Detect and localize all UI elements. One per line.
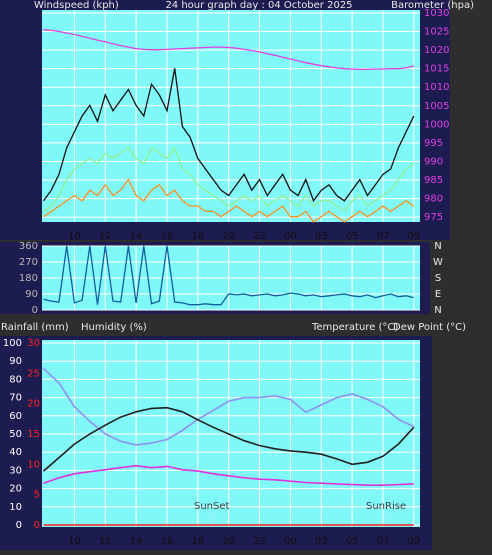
y-axis-label: Windspeed (kph) <box>34 0 119 11</box>
x-tick-label: 14 <box>130 231 143 242</box>
y-tick-label: 20 <box>9 484 22 495</box>
x-tick-label: 20 <box>222 536 235 547</box>
y2-tick-label: 10 <box>27 459 40 470</box>
direction-label: N <box>434 305 441 316</box>
y-tick-label: 60 <box>9 411 22 422</box>
x-tick-label: 14 <box>130 536 143 547</box>
series-line <box>42 68 415 203</box>
y2-axis-label: Barometer (hpa) <box>391 0 474 11</box>
x-tick-label: 18 <box>191 536 204 547</box>
y2-tick-label: 1010 <box>424 82 449 93</box>
y2-tick-label: 975 <box>424 212 443 223</box>
direction-label: W <box>433 257 443 268</box>
direction-label: S <box>435 273 441 284</box>
y2-tick-label: 1025 <box>424 27 449 38</box>
direction-label: N <box>434 241 441 252</box>
y-tick-label: 80 <box>9 374 22 385</box>
annotation: SunRise <box>366 501 406 512</box>
series-line <box>43 245 414 306</box>
series-line <box>43 29 414 71</box>
x-tick-label: 16 <box>161 536 174 547</box>
x-tick-label: 07 <box>377 536 390 547</box>
series-line <box>43 464 414 486</box>
dewpoint-label: Dew Point (°C) <box>393 322 466 333</box>
x-tick-label: 16 <box>161 231 174 242</box>
x-tick-label: 22 <box>253 231 266 242</box>
series-line <box>42 406 415 472</box>
y-tick-label: 360 <box>19 241 38 252</box>
x-tick-label: 05 <box>346 536 359 547</box>
y-tick-label: 30 <box>9 465 22 476</box>
y-tick-label: 0 <box>16 520 22 531</box>
y-tick-label: 270 <box>19 257 38 268</box>
y2-tick-label: 1030 <box>424 8 449 19</box>
y-tick-label: 90 <box>25 289 38 300</box>
y-tick-label: 70 <box>9 393 22 404</box>
y2-tick-label: 1020 <box>424 45 449 56</box>
x-tick-label: 09 <box>407 231 420 242</box>
y2-tick-label: 990 <box>424 156 443 167</box>
series-line <box>42 367 415 446</box>
y2-tick-label: 985 <box>424 175 443 186</box>
temperature-label: Temperature (°C) <box>311 322 398 333</box>
y2-tick-label: 5 <box>34 490 40 501</box>
y-tick-label: 0 <box>32 305 38 316</box>
annotation: SunSet <box>194 501 230 512</box>
y-tick-label: 100 <box>3 338 22 349</box>
y2-tick-label: 980 <box>424 194 443 205</box>
x-tick-label: 00 <box>284 231 297 242</box>
y-tick-label: 90 <box>9 356 22 367</box>
x-tick-label: 09 <box>407 536 420 547</box>
y2-tick-label: 30 <box>27 338 40 349</box>
y2-tick-label: 1000 <box>424 119 449 130</box>
direction-label: E <box>435 289 441 300</box>
y2-tick-label: 15 <box>27 429 40 440</box>
y2-tick-label: 20 <box>27 399 40 410</box>
y2-tick-label: 1005 <box>424 101 449 112</box>
y-tick-label: 180 <box>19 273 38 284</box>
x-tick-label: 12 <box>99 231 112 242</box>
y-tick-label: 50 <box>9 429 22 440</box>
y2-tick-label: 0 <box>34 520 40 531</box>
x-tick-label: 22 <box>253 536 266 547</box>
y2-tick-label: 1015 <box>424 64 449 75</box>
x-tick-label: 03 <box>315 231 328 242</box>
series-line <box>43 178 415 223</box>
y-tick-label: 10 <box>9 502 22 513</box>
y2-tick-label: 25 <box>27 368 40 379</box>
x-tick-label: 10 <box>68 536 81 547</box>
x-tick-label: 20 <box>222 231 235 242</box>
y2-tick-label: 995 <box>424 138 443 149</box>
y-tick-label: 40 <box>9 447 22 458</box>
x-tick-label: 07 <box>377 231 390 242</box>
series-line <box>43 146 415 213</box>
x-tick-label: 03 <box>315 536 328 547</box>
humidity-label: Humidity (%) <box>81 322 147 333</box>
x-tick-label: 18 <box>191 231 204 242</box>
rain-label: Rainfall (mm) <box>1 322 69 333</box>
x-tick-label: 12 <box>99 536 112 547</box>
x-tick-label: 10 <box>68 231 81 242</box>
x-tick-label: 00 <box>284 536 297 547</box>
x-tick-label: 05 <box>346 231 359 242</box>
chart-title: 24 hour graph day : 04 October 2025 <box>165 0 352 11</box>
